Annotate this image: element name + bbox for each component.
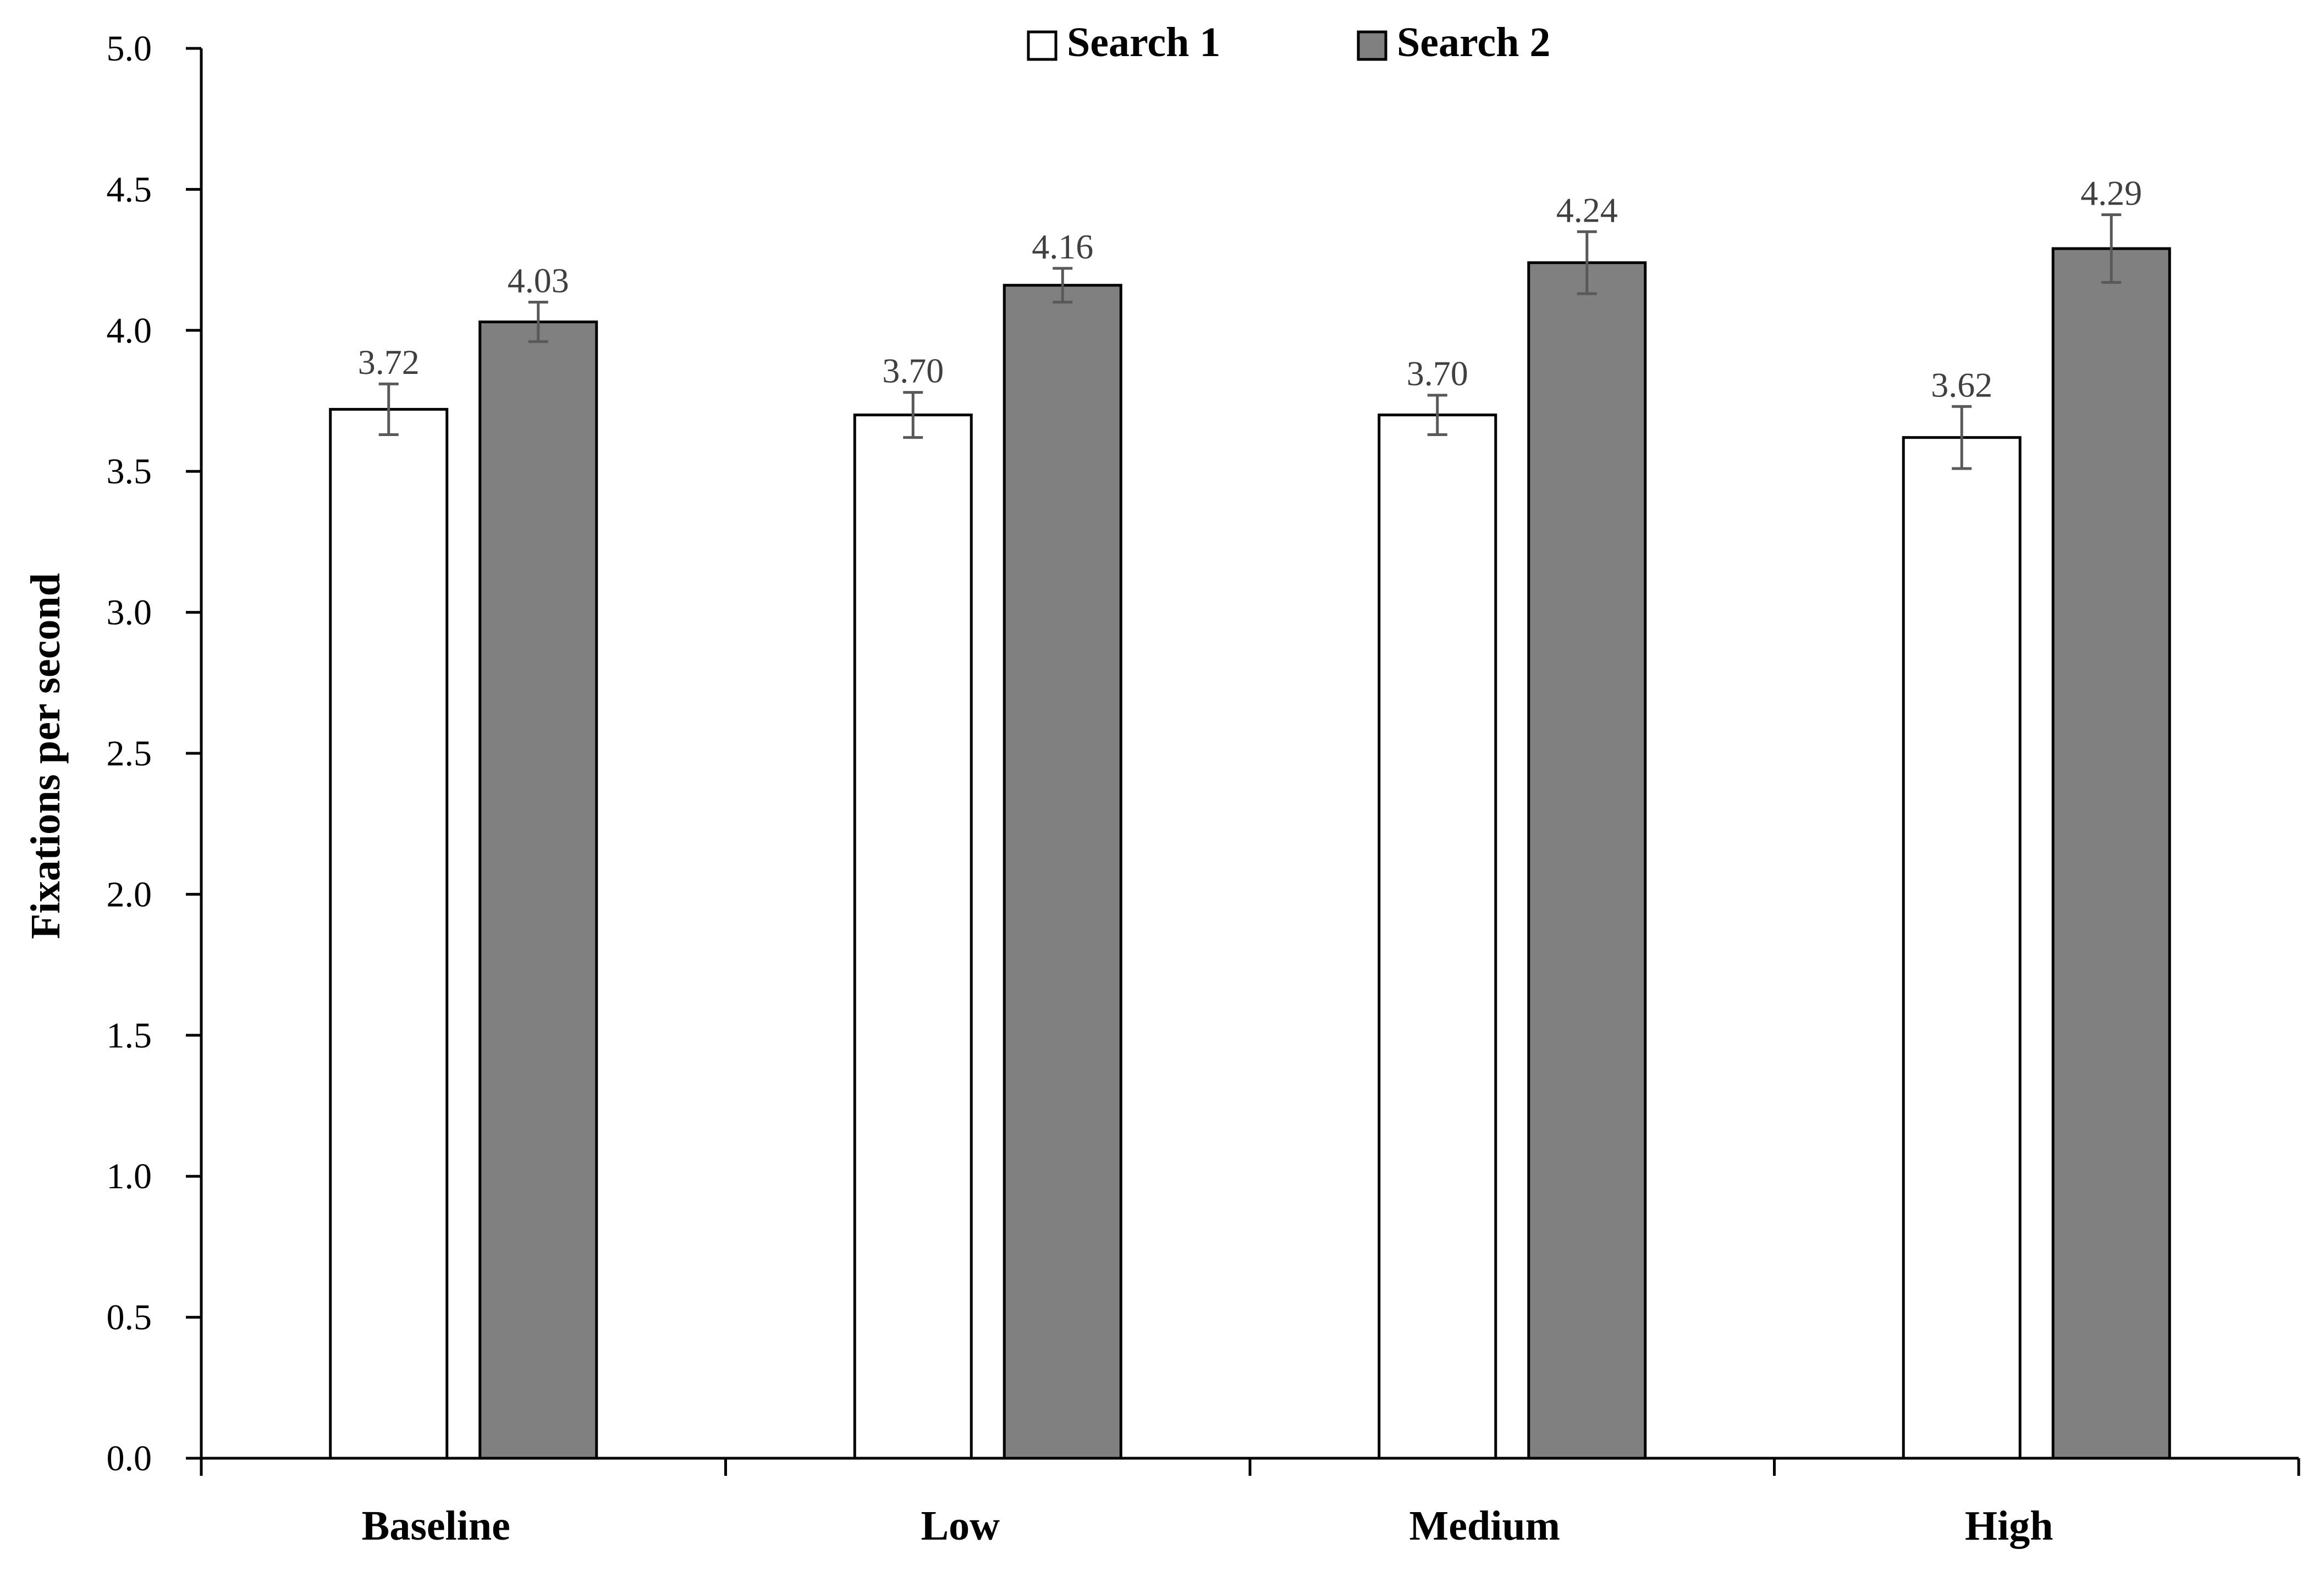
data-label: 4.24 <box>1556 190 1618 229</box>
y-axis-title: Fixations per second <box>23 573 69 939</box>
y-tick-label: 2.0 <box>107 874 152 914</box>
y-tick-label: 5.0 <box>107 29 152 69</box>
legend: Search 1 Search 2 <box>1027 19 1550 65</box>
bar-search-1 <box>1378 413 1497 1460</box>
bar-search-2 <box>1527 261 1647 1460</box>
bar-search-2 <box>478 320 598 1460</box>
legend-swatch <box>1357 30 1387 61</box>
y-tick-label: 4.5 <box>107 169 152 209</box>
legend-label: Search 1 <box>1067 19 1220 65</box>
y-tick-label: 0.0 <box>107 1438 152 1479</box>
bar-search-1 <box>329 407 449 1460</box>
data-label: 4.29 <box>2080 174 2142 213</box>
category-label: High <box>1965 1503 2053 1549</box>
category-label: Low <box>921 1503 1000 1549</box>
category-label: Baseline <box>362 1503 510 1549</box>
legend-label: Search 2 <box>1397 19 1550 65</box>
data-label: 4.03 <box>508 261 569 300</box>
bar-search-1 <box>1902 436 2022 1460</box>
bars <box>329 213 2171 1460</box>
y-tick-label: 0.5 <box>107 1298 152 1338</box>
data-label: 3.70 <box>882 351 944 390</box>
legend-swatch <box>1027 30 1058 61</box>
y-tick-label: 3.5 <box>107 451 152 492</box>
labels: Baseline 3.72 4.03 Low 3.70 4.16 Medium 3.70 4.2… <box>358 174 2143 1549</box>
bar-search-2 <box>2051 247 2171 1460</box>
data-label: 3.70 <box>1407 354 1468 393</box>
data-label: 3.62 <box>1931 365 1992 404</box>
data-label: 3.72 <box>358 343 420 382</box>
y-tick-label: 4.0 <box>107 311 152 351</box>
y-tick-label: 3.0 <box>107 593 152 633</box>
bar-search-2 <box>1003 284 1122 1460</box>
y-tick-label: 1.5 <box>107 1016 152 1056</box>
y-tick-label: 1.0 <box>107 1156 152 1196</box>
bar-search-1 <box>853 413 973 1460</box>
category-label: Medium <box>1409 1503 1560 1549</box>
y-tick-label: 2.5 <box>107 734 152 774</box>
data-label: 4.16 <box>1032 227 1093 266</box>
